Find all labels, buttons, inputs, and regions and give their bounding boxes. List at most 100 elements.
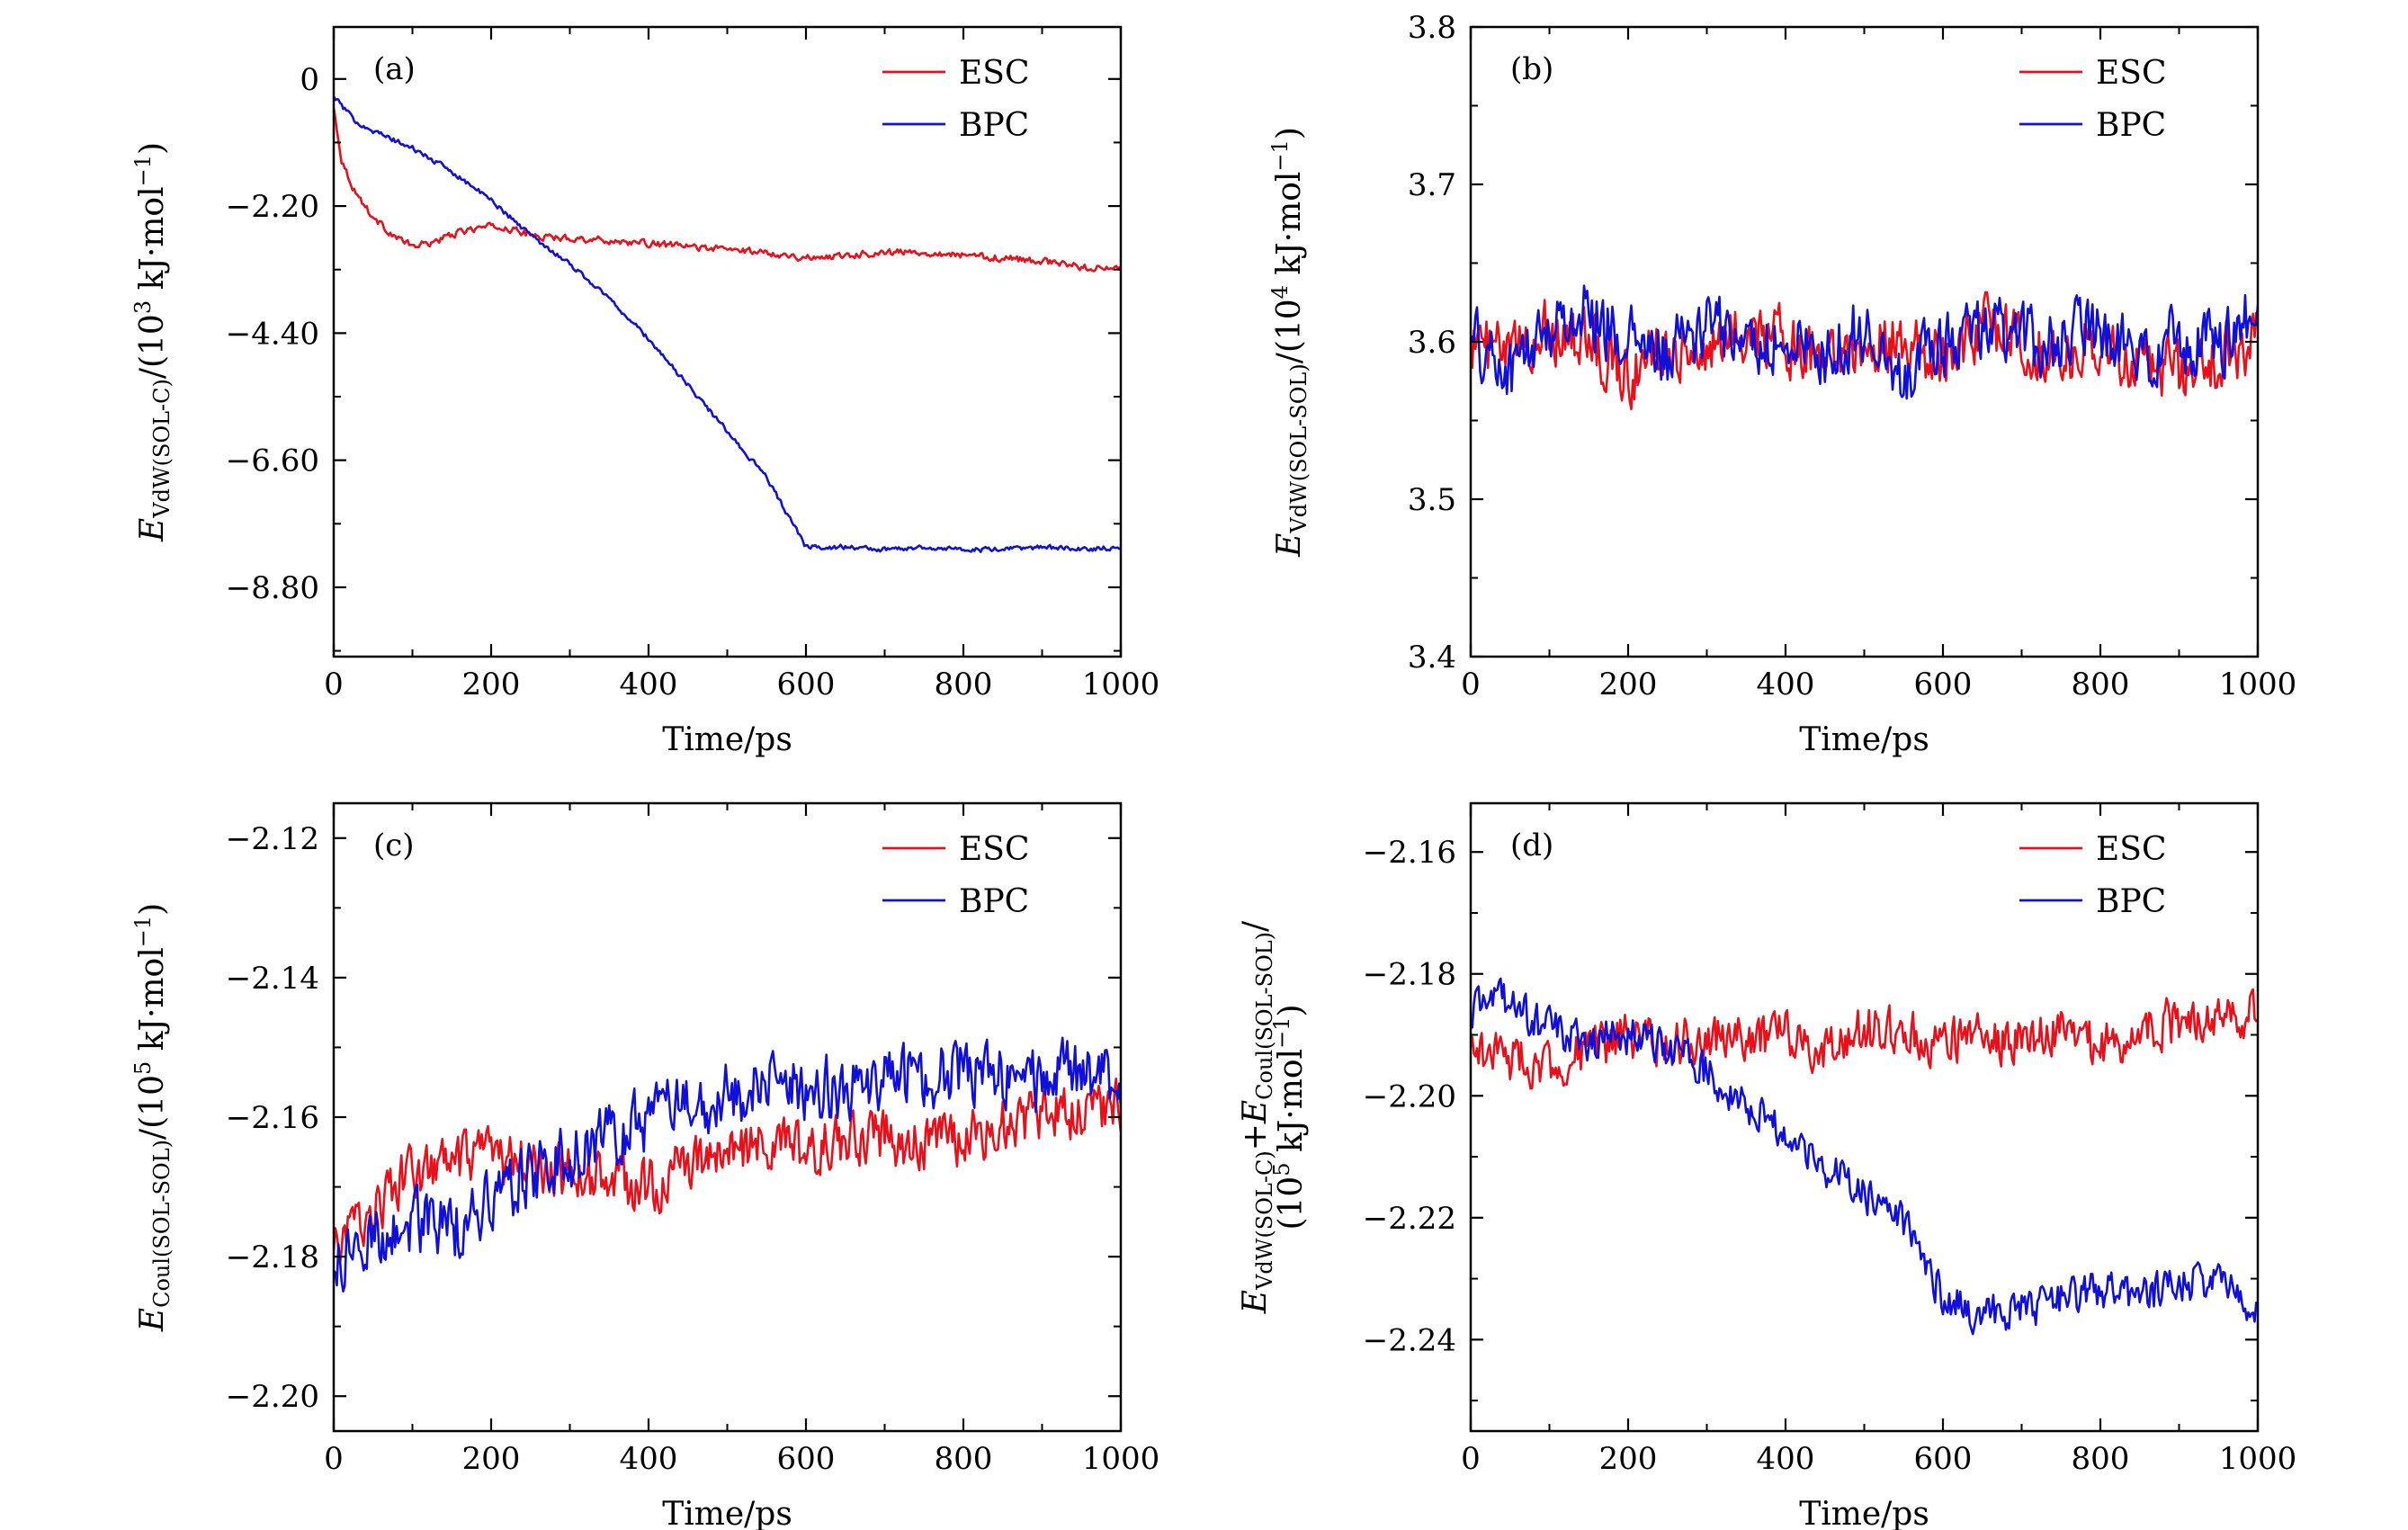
legend-label-bpc: BPC	[2096, 883, 2166, 920]
y-tick-label: −2.18	[226, 1239, 319, 1275]
label-part: E	[1237, 1290, 1274, 1314]
label-part: /(10	[134, 1075, 171, 1140]
label-part: −1	[1269, 1017, 1294, 1049]
panel-tag: (d)	[1510, 828, 1553, 863]
y-tick-label: 3.4	[1408, 640, 1456, 676]
x-tick-label: 200	[462, 1441, 521, 1477]
panel-a: 0 200 400 600 800 1000 0 −2.20 −4.40 −6.60 −8.80 Ti…	[130, 25, 1160, 758]
legend-label-bpc: BPC	[2096, 107, 2166, 144]
x-tick-label: 1000	[1082, 667, 1160, 702]
series-line-bpc	[334, 95, 1121, 553]
y-tick-label: 3.5	[1408, 482, 1456, 518]
y-tick-label: −2.12	[226, 821, 319, 857]
label-part: E	[1271, 533, 1308, 558]
label-part: kJ·mol	[1271, 172, 1308, 285]
series-line-esc	[334, 1077, 1121, 1266]
x-tick-label: 0	[324, 1441, 344, 1477]
y-axis-title: EVdW(SOL-SOL)/(104 kJ·mol−1)	[1267, 127, 1311, 558]
label-part: /(10	[1271, 299, 1308, 363]
x-tick-label: 0	[1461, 1441, 1481, 1477]
y-tick-label: −2.24	[1363, 1322, 1456, 1358]
x-tick-label: 800	[2072, 667, 2130, 702]
label-part: kJ·mol	[134, 186, 171, 300]
series-line-esc	[334, 107, 1121, 273]
y-tick-label: −6.60	[226, 443, 319, 479]
legend-label-esc: ESC	[959, 55, 1030, 92]
x-tick-label: 800	[935, 1441, 993, 1477]
y-tick-label: 3.7	[1408, 167, 1456, 203]
panel-d: 0 200 400 600 800 1000 −2.16 −2.18 −2.20 −2.22 −2.…	[1237, 801, 2297, 1530]
x-tick-label: 0	[1461, 667, 1481, 702]
label-part: 5	[1269, 1162, 1294, 1176]
series-line-esc	[1471, 988, 2258, 1090]
label-part: −1	[130, 155, 156, 186]
y-axis-title-line2: (105 kJ·mol−1)	[1269, 1004, 1310, 1230]
x-tick-label: 400	[1757, 667, 1815, 702]
x-tick-label: 800	[2072, 1441, 2130, 1477]
y-tick-label: 3.8	[1408, 10, 1456, 46]
label-part: Coul(SOL-SOL)	[1252, 932, 1277, 1100]
x-tick-label: 0	[324, 667, 344, 702]
series-line-bpc	[1471, 284, 2258, 400]
label-part: −1	[1267, 139, 1293, 171]
y-tick-label: −2.20	[226, 189, 319, 225]
series-line-bpc	[334, 1036, 1121, 1293]
label-part: /(10	[134, 314, 171, 379]
legend-label-bpc: BPC	[959, 107, 1029, 144]
label-part: +	[1237, 1123, 1274, 1150]
label-part: )	[1273, 1004, 1310, 1016]
x-tick-label: 600	[777, 1441, 836, 1477]
legend-label-esc: ESC	[2096, 55, 2167, 92]
y-tick-label: 0	[300, 62, 319, 98]
panel-c: 0 200 400 600 800 1000 −2.12 −2.14 −2.16 −2.18 −2.…	[130, 801, 1160, 1530]
label-part: E	[1237, 1100, 1274, 1124]
x-tick-label: 600	[1914, 667, 1973, 702]
x-tick-label: 1000	[1082, 1441, 1160, 1477]
y-tick-label: −2.18	[1363, 957, 1456, 993]
y-tick-label: −2.16	[226, 1100, 319, 1136]
x-axis-title: Time/ps	[662, 1496, 792, 1530]
label-part: kJ·mol	[1273, 1049, 1310, 1162]
label-part: /	[1237, 920, 1274, 932]
x-tick-label: 600	[1914, 1441, 1973, 1477]
label-part: )	[134, 142, 171, 155]
y-axis-title: ECoul(SOL-SOL)/(105 kJ·mol−1)	[130, 903, 175, 1332]
y-tick-label: −4.40	[226, 316, 319, 352]
label-part: )	[134, 903, 171, 916]
y-tick-label: −2.16	[1363, 835, 1456, 871]
series-line-bpc	[1471, 977, 2258, 1336]
y-tick-label: −2.20	[226, 1379, 319, 1415]
x-tick-label: 1000	[2219, 667, 2297, 702]
label-part: 4	[1267, 285, 1293, 299]
panel-tag: (a)	[373, 51, 416, 87]
x-tick-label: 200	[1599, 1441, 1658, 1477]
label-part: E	[134, 518, 171, 542]
legend-label-esc: ESC	[959, 831, 1030, 868]
label-part: (10	[1273, 1177, 1310, 1230]
label-part: −1	[130, 916, 156, 947]
label-part: kJ·mol	[134, 947, 171, 1060]
label-part: VdW(SOL-C)	[1252, 1150, 1277, 1291]
label-part: VdW(SOL-SOL)	[1286, 363, 1311, 533]
label-part: 3	[130, 300, 156, 314]
x-tick-label: 400	[620, 667, 678, 702]
x-axis-title: Time/ps	[662, 721, 792, 758]
x-tick-label: 200	[1599, 667, 1658, 702]
y-axis-title-line1: EVdW(SOL-C)+ECoul(SOL-SOL)/	[1237, 920, 1277, 1314]
panel-b: 0 200 400 600 800 1000 3.4 3.5 3.6 3.7 3.8 Time/ps E…	[1267, 10, 2296, 758]
label-part: 5	[130, 1061, 156, 1075]
y-tick-label: −2.14	[226, 961, 319, 997]
x-tick-label: 200	[462, 667, 521, 702]
panel-tag: (c)	[373, 828, 415, 863]
x-axis-title: Time/ps	[1799, 721, 1929, 758]
panel-tag: (b)	[1510, 51, 1553, 87]
x-axis-title: Time/ps	[1799, 1496, 1929, 1530]
label-part: )	[1271, 127, 1308, 139]
y-tick-label: −8.80	[226, 570, 319, 606]
x-tick-label: 400	[620, 1441, 678, 1477]
x-tick-label: 400	[1757, 1441, 1815, 1477]
x-tick-label: 1000	[2219, 1441, 2297, 1477]
legend-label-bpc: BPC	[959, 883, 1029, 920]
y-tick-label: −2.22	[1363, 1201, 1456, 1237]
